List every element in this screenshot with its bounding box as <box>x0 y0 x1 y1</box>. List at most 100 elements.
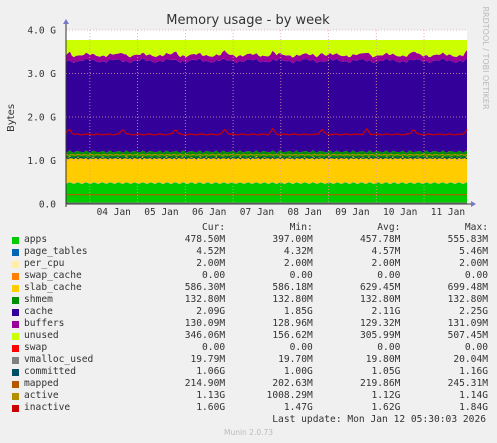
legend-label: cache <box>24 306 53 317</box>
legend-label: apps <box>24 234 48 245</box>
legend-label: slab_cache <box>24 282 82 293</box>
line-inactive <box>65 127 468 136</box>
legend-label: inactive <box>24 402 71 413</box>
legend-label: committed <box>24 366 76 377</box>
legend-cur: 1.13G <box>196 390 226 401</box>
area-unused <box>66 40 467 58</box>
legend-label: page_tables <box>24 246 88 257</box>
x-tick-label: 09 Jan <box>335 207 369 218</box>
legend-label: shmem <box>24 294 53 305</box>
legend-swatch <box>12 392 19 400</box>
header-cur: Cur: <box>202 222 226 233</box>
legend-swatch <box>12 332 19 340</box>
plot-area: 0.0 1.0 G 2.0 G 3.0 G 4.0 G 04 Jan 05 Jan 06 Ja… <box>27 19 476 218</box>
legend-label: unused <box>24 330 59 341</box>
x-axis-arrow <box>471 201 476 207</box>
legend-swatch <box>12 296 19 304</box>
legend-max: 20.04M <box>453 354 489 365</box>
x-tick-label: 05 Jan <box>144 207 178 218</box>
legend-max: 1.84G <box>459 402 489 413</box>
legend-cur: 478.50M <box>184 234 226 245</box>
legend-row-slab-cache: slab_cache 586.30M 586.18M 629.45M 699.48M <box>12 282 488 294</box>
legend-avg: 1.62G <box>371 402 401 413</box>
line-committed <box>65 156 468 160</box>
x-tick-label: 11 Jan <box>431 207 465 218</box>
legend-header: Cur: Min: Avg: Max: <box>12 222 488 234</box>
area-apps <box>66 182 467 204</box>
legend-cur: 0.00 <box>202 270 226 281</box>
y-tick-label: 0.0 <box>39 200 56 211</box>
legend-row-cache: cache 2.09G 1.85G 2.11G 2.25G <box>12 306 488 318</box>
legend-cur: 130.09M <box>184 318 226 329</box>
legend-swatch <box>12 344 19 352</box>
legend-swatch <box>12 356 19 364</box>
legend-cur: 19.79M <box>190 354 226 365</box>
legend-max: 131.09M <box>447 318 489 329</box>
legend-row-apps: apps 478.50M 397.00M 457.78M 555.83M <box>12 234 488 246</box>
x-tick-label: 07 Jan <box>240 207 274 218</box>
legend-cur: 1.60G <box>196 402 226 413</box>
legend-avg: 457.78M <box>359 234 401 245</box>
legend-max: 2.00M <box>459 258 489 269</box>
legend-avg: 19.80M <box>365 354 401 365</box>
legend-row-shmem: shmem 132.80M 132.80M 132.80M 132.80M <box>12 294 488 306</box>
legend-row-swap-cache: swap_cache 0.00 0.00 0.00 0.00 <box>12 270 488 282</box>
legend-cur: 2.09G <box>196 306 226 317</box>
rrdtool-credit: RRDTOOL / TOBI OETIKER <box>481 6 490 109</box>
legend-max: 132.80M <box>447 294 489 305</box>
legend-label: mapped <box>24 378 59 389</box>
legend-label: buffers <box>24 318 65 329</box>
legend-min: 202.63M <box>272 378 313 389</box>
legend-swatch <box>12 404 19 412</box>
legend-swatch <box>12 272 19 280</box>
legend-min: 156.62M <box>272 330 313 341</box>
legend-avg: 2.11G <box>371 306 401 317</box>
legend-cur: 586.30M <box>184 282 226 293</box>
legend-cur: 214.90M <box>184 378 226 389</box>
legend-avg: 0.00 <box>377 342 401 353</box>
legend-swatch <box>12 236 19 244</box>
y-tick-label: 2.0 G <box>27 113 56 124</box>
line-active <box>65 153 468 156</box>
legend-max: 699.48M <box>447 282 489 293</box>
legend-avg: 129.32M <box>359 318 401 329</box>
legend-row-per-cpu: per_cpu 2.00M 2.00M 2.00M 2.00M <box>12 258 488 270</box>
legend-avg: 132.80M <box>359 294 401 305</box>
area-slab-cache <box>66 156 467 184</box>
legend-cur: 4.52M <box>196 246 226 257</box>
legend-avg: 1.12G <box>371 390 401 401</box>
legend-max: 555.83M <box>447 234 489 245</box>
legend-row-vmalloc-used: vmalloc_used 19.79M 19.70M 19.80M 20.04M <box>12 354 488 366</box>
legend-avg: 305.99M <box>359 330 401 341</box>
legend-min: 1.47G <box>283 402 313 413</box>
legend-min: 0.00 <box>289 342 313 353</box>
chart-svg: Memory usage - by week Bytes RRDTOOL / T… <box>6 6 490 218</box>
legend-max: 507.45M <box>447 330 489 341</box>
y-tick-label: 4.0 G <box>27 26 56 37</box>
legend-min: 1.00G <box>283 366 313 377</box>
legend-max: 2.25G <box>459 306 489 317</box>
legend-swatch <box>12 308 19 316</box>
legend-swatch <box>12 320 19 328</box>
legend-row-inactive: inactive 1.60G 1.47G 1.62G 1.84G <box>12 402 488 414</box>
legend-row-page-tables: page_tables 4.52M 4.32M 4.57M 5.46M <box>12 246 488 258</box>
x-tick-label: 08 Jan <box>288 207 322 218</box>
legend-row-buffers: buffers 130.09M 128.96M 129.32M 131.09M <box>12 318 488 330</box>
x-tick-label: 06 Jan <box>192 207 226 218</box>
area-cache <box>66 58 467 153</box>
legend-min: 397.00M <box>272 234 313 245</box>
legend-cur: 132.80M <box>184 294 226 305</box>
legend-max: 245.31M <box>447 378 489 389</box>
legend-swatch <box>12 368 19 376</box>
legend-avg: 2.00M <box>371 258 401 269</box>
legend-label: vmalloc_used <box>24 354 94 365</box>
legend-cur: 2.00M <box>196 258 226 269</box>
y-tick-label: 3.0 G <box>27 69 56 80</box>
munin-version: Munin 2.0.73 <box>223 428 274 437</box>
legend-label: per_cpu <box>24 258 65 269</box>
legend-min: 586.18M <box>272 282 313 293</box>
legend-cur: 1.06G <box>196 366 226 377</box>
area-per-cpu <box>66 182 467 184</box>
legend-cur: 346.06M <box>184 330 226 341</box>
